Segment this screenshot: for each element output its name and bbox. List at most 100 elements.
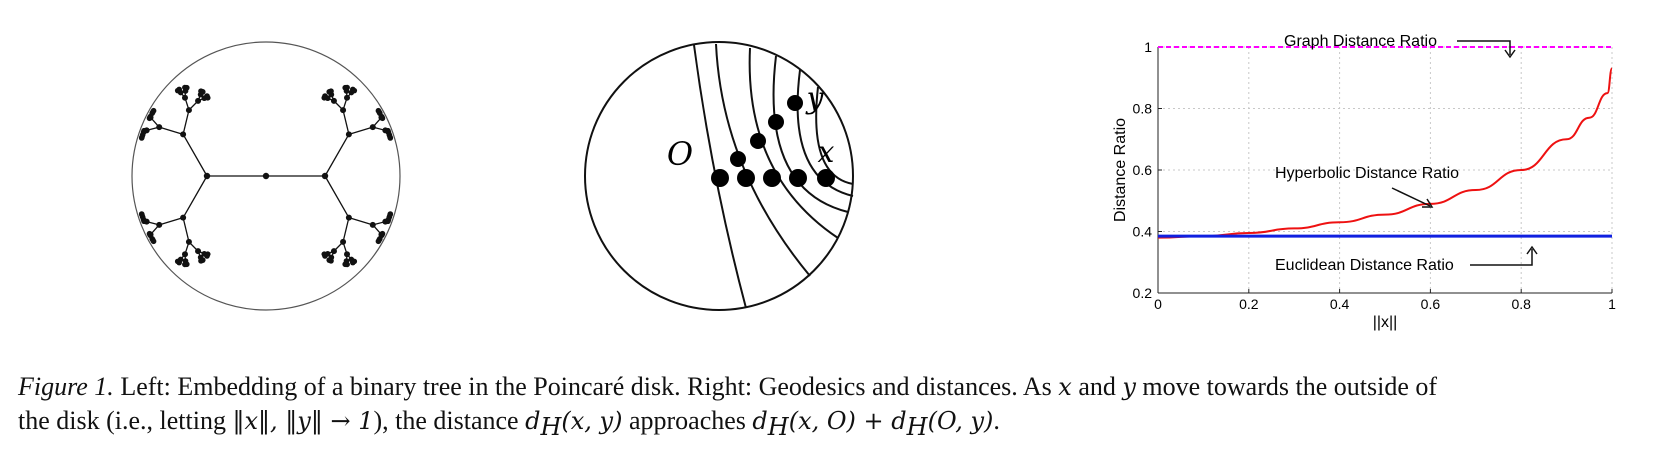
annotation-euclidean-ratio: Euclidean Distance Ratio bbox=[1275, 257, 1454, 274]
tree-node bbox=[138, 211, 145, 217]
tree-node bbox=[174, 258, 181, 265]
arrowhead bbox=[1504, 49, 1516, 59]
x-tick-label: 1 bbox=[1608, 296, 1616, 312]
caption-text: move towards the outside of bbox=[1135, 372, 1438, 401]
y-tick-label: 0.4 bbox=[1133, 224, 1153, 240]
tree-node bbox=[326, 257, 333, 263]
math-d: d bbox=[891, 407, 907, 435]
tree-node bbox=[141, 127, 147, 134]
series-line-hyperbolic bbox=[1157, 67, 1613, 239]
tree-node bbox=[183, 84, 190, 91]
tree-node bbox=[376, 109, 382, 115]
x-tick-label: 0.6 bbox=[1421, 296, 1441, 312]
tree-edge bbox=[182, 175, 208, 218]
math-d: d bbox=[752, 407, 768, 435]
y-tick-label: 0.2 bbox=[1133, 285, 1153, 301]
chart-x-label: ||x|| bbox=[1373, 314, 1398, 331]
y-tick-label: 0.6 bbox=[1133, 162, 1153, 178]
tree-node bbox=[322, 93, 328, 99]
caption-text: Left: Embedding of a binary tree in the … bbox=[113, 372, 1059, 401]
tree-node bbox=[330, 248, 337, 255]
tree-edge bbox=[342, 109, 350, 135]
label-origin: O bbox=[667, 135, 693, 173]
tree-edge bbox=[182, 134, 208, 177]
point-y bbox=[787, 95, 803, 111]
point bbox=[763, 169, 781, 187]
caption-line-1: Figure 1. Left: Embedding of a binary tr… bbox=[18, 370, 1643, 404]
caption-text: . bbox=[993, 406, 1000, 435]
tree-node bbox=[176, 86, 183, 93]
point bbox=[730, 151, 746, 167]
tree-node bbox=[387, 135, 394, 141]
point bbox=[768, 114, 784, 130]
point bbox=[737, 169, 755, 187]
chart-y-label: Distance Ratio bbox=[1112, 118, 1129, 222]
tree-node bbox=[342, 261, 349, 268]
tree-edge bbox=[324, 175, 350, 218]
math-d: d bbox=[525, 407, 541, 435]
tree-edge bbox=[348, 217, 373, 226]
caption-text: the disk (i.e., letting bbox=[18, 406, 233, 435]
tree-node bbox=[369, 124, 376, 131]
tree-node bbox=[340, 107, 347, 114]
caption-label: Figure 1. bbox=[18, 372, 114, 401]
tree-node bbox=[375, 238, 382, 245]
tree-nodes bbox=[138, 84, 394, 268]
tree-node bbox=[330, 97, 337, 104]
tree-node bbox=[199, 89, 206, 95]
tree-node bbox=[182, 261, 188, 268]
math-sub-h: H bbox=[540, 413, 562, 442]
tree-node bbox=[344, 84, 350, 91]
tree-node bbox=[180, 214, 187, 221]
caption-text: ), the distance bbox=[373, 406, 526, 435]
tree-node bbox=[185, 238, 192, 245]
tree-node bbox=[150, 107, 157, 114]
geodesic-points bbox=[711, 95, 835, 187]
x-tick-label: 0 bbox=[1154, 296, 1162, 312]
tree-edge bbox=[342, 217, 350, 243]
tree-node bbox=[262, 172, 270, 180]
tree-node bbox=[340, 238, 347, 245]
tree-node bbox=[139, 134, 145, 140]
figure-panels: O y x 0 0.2 0.4 0.6 0.8 10.20.40.60.81 Distan… bbox=[131, 33, 1616, 331]
figure-caption: Figure 1. Left: Embedding of a binary tr… bbox=[18, 370, 1643, 444]
x-tick-label: 0.2 bbox=[1239, 296, 1259, 312]
tree-node bbox=[349, 259, 356, 266]
annotation-hyperbolic-arrow bbox=[1391, 187, 1431, 207]
math-sub-h: H bbox=[767, 413, 789, 442]
math-norms: ‖x‖, ‖y‖ → 1 bbox=[232, 407, 374, 435]
tree-node bbox=[344, 251, 351, 258]
geodesic-arc-6 bbox=[815, 86, 854, 185]
geodesics-panel: O y x bbox=[584, 41, 854, 311]
tree-node bbox=[351, 87, 358, 94]
annotation-euclidean-arrow bbox=[1470, 249, 1533, 266]
tree-node bbox=[195, 97, 202, 104]
x-tick-label: 0.8 bbox=[1511, 296, 1531, 312]
math-y: y bbox=[1122, 373, 1136, 401]
caption-line-2: the disk (i.e., letting ‖x‖, ‖y‖ → 1), t… bbox=[18, 404, 1643, 444]
point bbox=[750, 133, 766, 149]
math-args: (x, y) bbox=[561, 407, 623, 435]
geodesic-arc-5 bbox=[796, 69, 854, 197]
geodesic-arc-4 bbox=[772, 55, 849, 213]
tree-node bbox=[181, 94, 188, 101]
distance-ratio-chart: 0 0.2 0.4 0.6 0.8 10.20.40.60.81 Distance Rat… bbox=[1112, 33, 1616, 331]
tree-node bbox=[146, 230, 153, 237]
tree-node bbox=[198, 258, 204, 264]
tree-node bbox=[195, 248, 202, 255]
math-args: (x, O) bbox=[788, 407, 856, 435]
tree-node bbox=[204, 253, 210, 259]
tree-node bbox=[379, 115, 386, 122]
label-x: x bbox=[818, 135, 835, 170]
math-x: x bbox=[1058, 373, 1072, 401]
point bbox=[789, 169, 807, 187]
arrowhead bbox=[1526, 245, 1538, 255]
tree-edge bbox=[159, 126, 184, 135]
annotation-hyperbolic-ratio: Hyperbolic Distance Ratio bbox=[1275, 165, 1459, 182]
tree-edge bbox=[159, 217, 184, 226]
point-origin bbox=[711, 169, 729, 187]
tree-node bbox=[345, 131, 352, 138]
chart-series bbox=[1157, 46, 1613, 239]
tree-edge bbox=[324, 134, 350, 177]
point-x bbox=[817, 169, 835, 187]
